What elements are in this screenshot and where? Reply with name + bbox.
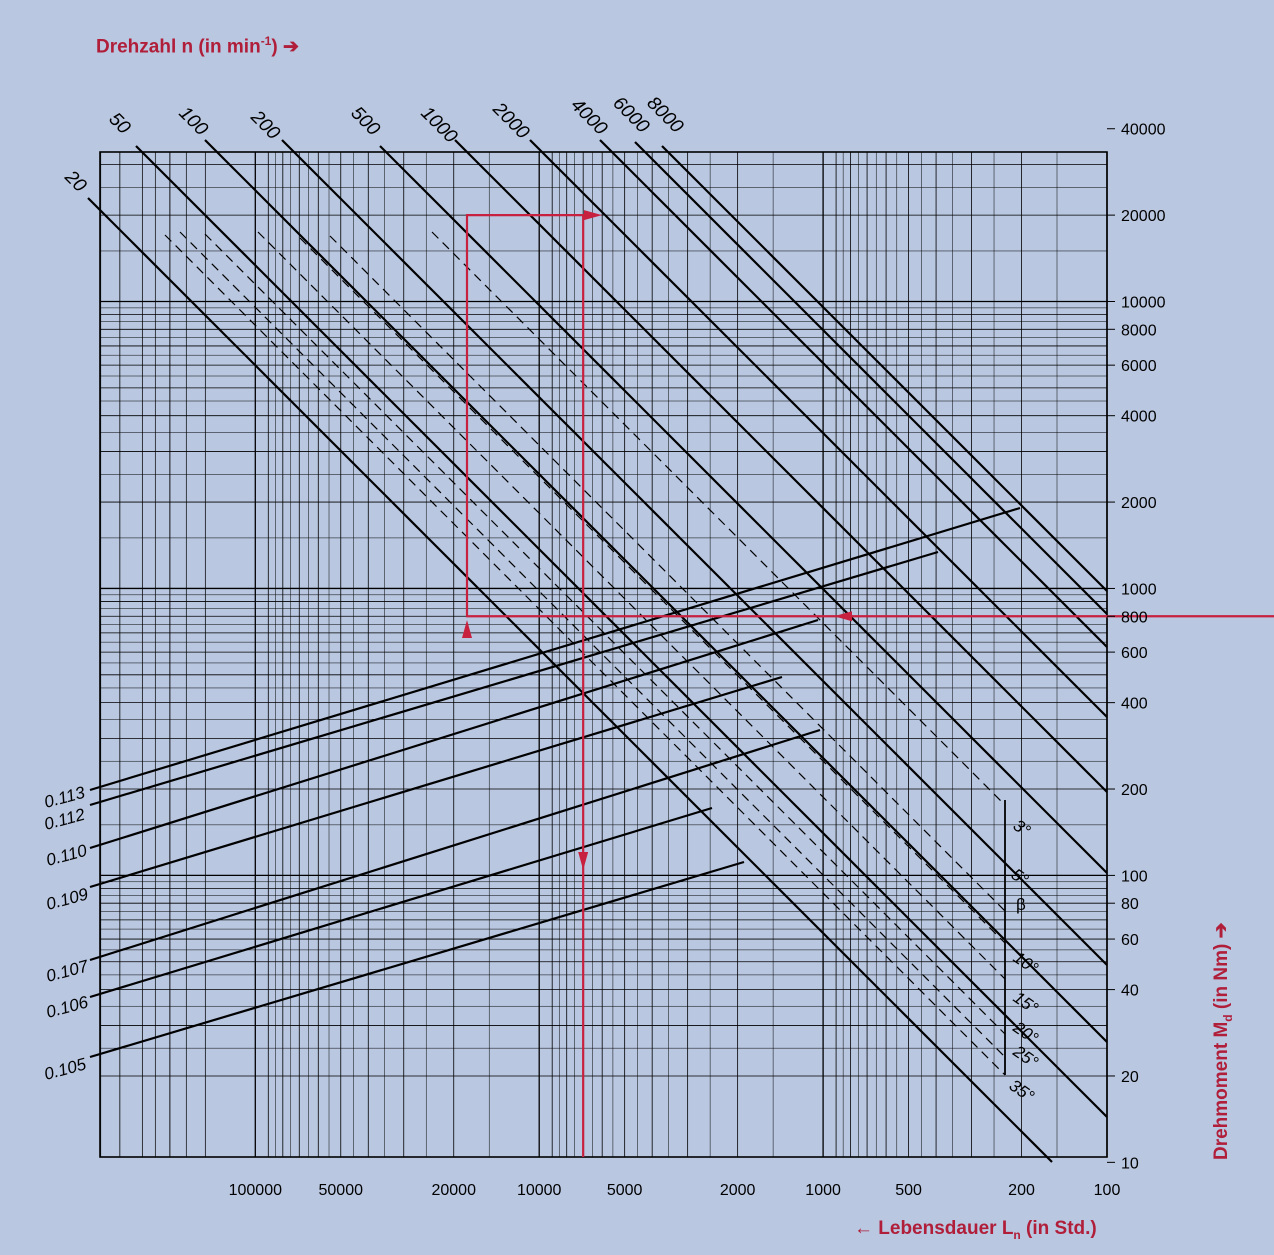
x-tick-label: 2000 <box>720 1182 756 1199</box>
x-tick-label: 50000 <box>319 1182 364 1199</box>
example-polyline <box>465 214 1274 1157</box>
example-path <box>462 210 1274 1157</box>
y-tick-label: 20000 <box>1121 208 1166 225</box>
speed-label: 100 <box>174 103 212 141</box>
y-tick-label: 10 <box>1121 1155 1139 1172</box>
coefficient-label: 0.110 <box>44 841 89 870</box>
speed-label: 8000 <box>642 93 687 138</box>
y-tick-label: 2000 <box>1121 495 1157 512</box>
speed-label: 2000 <box>488 98 534 144</box>
angle-line <box>257 231 1006 980</box>
y-tick-label: 1000 <box>1121 581 1157 598</box>
y-tick-label: 8000 <box>1121 322 1157 339</box>
angle-label: 10° <box>1010 948 1042 978</box>
y-tick-label: 600 <box>1121 645 1148 662</box>
x-tick-label: 500 <box>895 1182 922 1199</box>
angle-label: 15° <box>1010 988 1042 1018</box>
coefficient-line <box>89 806 713 999</box>
x-tick-label: 10000 <box>517 1182 562 1199</box>
speed-label: 50 <box>104 109 134 139</box>
speed-line <box>281 139 1108 966</box>
speed-axis-label: Drehzahl n (in min-1) ➔ <box>96 34 299 58</box>
speed-label: 4000 <box>566 95 611 140</box>
arrow-down <box>578 852 589 870</box>
y-tick-label: 6000 <box>1121 358 1157 375</box>
speed-line <box>135 145 1108 1118</box>
angle-line <box>329 235 1006 912</box>
x-tick-label: 20000 <box>431 1182 476 1199</box>
coefficient-label: 0.105 <box>42 1054 89 1084</box>
x-tick-label: 100000 <box>229 1182 282 1199</box>
angle-label: 3° <box>1010 816 1034 841</box>
x-tick-label: 200 <box>1008 1182 1035 1199</box>
beta-label: β <box>1016 895 1026 914</box>
speed-line <box>599 139 1108 648</box>
speed-label: 500 <box>346 103 384 141</box>
angle-line <box>204 233 1006 1035</box>
angle-line <box>164 234 1006 1076</box>
coefficient-line <box>89 675 783 889</box>
y-tick-label: 100 <box>1121 868 1148 885</box>
coefficient-label: 0.106 <box>44 992 91 1022</box>
y-tick-label: 40000 <box>1121 122 1166 139</box>
life-axis-label: ← Lebensdauer Ln (in Std.) <box>854 1218 1097 1242</box>
speed-label: 20 <box>60 166 91 197</box>
speed-label: 200 <box>246 106 284 144</box>
y-tick-label: 200 <box>1121 782 1148 799</box>
y-tick-label: 4000 <box>1121 409 1157 426</box>
y-tick-label: 400 <box>1121 696 1148 713</box>
angle-line <box>299 237 1006 944</box>
coefficient-label: 0.109 <box>44 884 91 914</box>
speed-line <box>529 139 1108 718</box>
x-tick-label: 100 <box>1094 1182 1121 1199</box>
y-tick-label: 60 <box>1121 932 1139 949</box>
coefficient-line <box>89 728 821 962</box>
arrow-right <box>584 210 602 221</box>
y-tick-label: 10000 <box>1121 295 1166 312</box>
coefficient-line <box>89 506 1021 792</box>
arrow-left <box>834 611 852 622</box>
speed-label: 6000 <box>608 93 653 138</box>
coefficient-line <box>89 618 819 850</box>
coefficient-label: 0.107 <box>44 956 91 986</box>
speed-line <box>87 197 1053 1163</box>
speed-line <box>379 145 1108 874</box>
speed-line <box>661 145 1108 592</box>
coefficient-line <box>89 860 745 1059</box>
coefficient-line <box>89 550 939 807</box>
arrow-up <box>462 620 472 638</box>
curves <box>87 139 1108 1163</box>
grid <box>99 151 1108 1158</box>
speed-line <box>204 139 1108 1043</box>
speed-line <box>454 139 1108 793</box>
angle-line <box>431 231 1006 806</box>
y-tick-label: 40 <box>1121 983 1139 1000</box>
y-tick-label: 20 <box>1121 1069 1139 1086</box>
torque-axis-label: Drehmoment Md (in Nm) ➔ <box>1211 922 1235 1160</box>
x-tick-label: 5000 <box>607 1182 643 1199</box>
speed-line <box>634 141 1108 615</box>
angle-label: 35° <box>1006 1076 1038 1106</box>
y-tick-label: 800 <box>1121 609 1148 626</box>
angle-label: 20° <box>1009 1017 1042 1048</box>
x-tick-label: 1000 <box>805 1182 841 1199</box>
tick-labels: 1020406080100200400600800100020004000600… <box>42 93 1165 1199</box>
y-tick-label: 80 <box>1121 896 1139 913</box>
